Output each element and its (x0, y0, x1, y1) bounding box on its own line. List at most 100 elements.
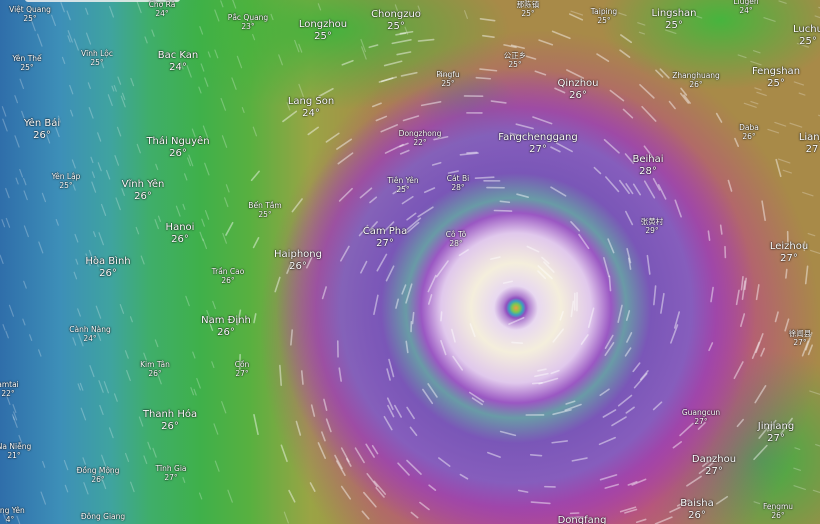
city-label[interactable]: 那陈镇 25° (517, 0, 540, 18)
city-label[interactable]: Đồng Mộng 26° (77, 466, 120, 484)
city-label[interactable]: Hanoi 26° (166, 222, 195, 245)
wind-streak (602, 409, 617, 418)
city-label[interactable]: Yên Thế 25° (12, 54, 42, 72)
wind-streak (82, 457, 86, 465)
city-label[interactable]: Lang Son 24° (288, 96, 334, 119)
city-label[interactable]: Chongzuo 25° (371, 9, 421, 32)
city-label[interactable]: Thái Nguyên 26° (146, 136, 209, 159)
city-temperature: 26° (33, 129, 51, 141)
wind-streak (399, 30, 414, 35)
city-label[interactable]: Kim Tân 26° (140, 360, 170, 378)
city-label[interactable]: Cành Nàng 24° (69, 325, 110, 343)
wind-streak (143, 352, 147, 361)
wind-streak (756, 91, 767, 97)
wind-streak (18, 434, 23, 444)
city-label[interactable]: Fangchenggang 27° (498, 132, 577, 155)
wind-streak (278, 54, 283, 66)
wind-streak (793, 467, 801, 471)
wind-streak (93, 231, 97, 238)
wind-streak (192, 351, 196, 359)
wind-streak (310, 404, 316, 417)
city-temperature: 28° (451, 182, 465, 192)
wind-streak (753, 444, 768, 461)
city-label[interactable]: Chợ Rã 24° (149, 0, 176, 18)
city-temperature: 26° (148, 368, 162, 378)
city-label[interactable]: Fengmu 26° (763, 502, 793, 520)
city-label[interactable]: Fengshan 25° (752, 66, 800, 89)
city-label[interactable]: Baisha 26° (680, 498, 713, 521)
city-label[interactable]: Cát Bi 28° (447, 174, 469, 192)
wind-streak (126, 369, 131, 382)
city-label[interactable]: Thanh Hóa 26° (143, 409, 197, 432)
city-label[interactable]: amtai22° (0, 380, 19, 398)
wind-streak (91, 181, 97, 193)
city-name: Yên Thế (12, 54, 42, 63)
city-label[interactable]: Việt Quang 25° (9, 5, 51, 23)
city-label[interactable]: Yên Bái 26° (24, 118, 60, 141)
city-label[interactable]: Danzhou 27° (692, 454, 736, 477)
city-label[interactable]: Tiên Yên 25° (387, 176, 418, 194)
wind-streak (270, 13, 274, 21)
wind-streak (202, 125, 209, 139)
city-label[interactable]: Yên Lập 25° (52, 172, 81, 190)
city-label[interactable]: Jinjiang 27° (758, 421, 794, 444)
city-label[interactable]: Cô Tô 28° (446, 230, 466, 248)
wind-streak (396, 51, 412, 56)
city-label[interactable]: Qinzhou 26° (557, 78, 598, 101)
city-label[interactable]: Dongzhong 22° (399, 129, 442, 147)
wind-streak (815, 443, 820, 447)
city-label[interactable]: Guangcun 27° (682, 408, 720, 426)
city-label[interactable]: Liugen 24° (733, 0, 758, 15)
wind-streak (715, 495, 729, 505)
wind-streak (199, 231, 204, 242)
city-label[interactable]: Bến Tắm 25° (248, 201, 281, 219)
city-label[interactable]: Leizhou 27° (770, 241, 808, 264)
city-label[interactable]: Longzhou 25° (299, 19, 347, 42)
city-label[interactable]: Lianji27 (799, 132, 820, 155)
city-label[interactable]: Dongfang (558, 515, 607, 524)
wind-streak (140, 255, 145, 265)
wind-streak (482, 34, 495, 38)
city-label[interactable]: Pingfu 25° (436, 70, 459, 88)
city-label[interactable]: Pắc Quang 23° (227, 13, 269, 31)
city-label[interactable]: 公正乡 25° (504, 51, 527, 69)
city-label[interactable]: Cam Pha 27° (363, 226, 408, 249)
wind-streak (63, 459, 69, 471)
city-label[interactable]: 张黄村 29° (641, 217, 664, 235)
wind-streak (632, 362, 641, 373)
wind-streak (567, 516, 584, 519)
wind-streak (628, 257, 632, 270)
city-label[interactable]: Tĩnh Gia 27° (155, 464, 186, 482)
city-label[interactable]: Haiphong 26° (274, 249, 322, 272)
city-label[interactable]: Zhanghuang 26° (672, 71, 720, 89)
city-label[interactable]: Bac Kan 24° (158, 50, 199, 73)
wind-streak (5, 330, 9, 339)
city-label[interactable]: Vĩnh Yên 26° (122, 179, 165, 202)
wind-streak (654, 516, 673, 524)
city-label[interactable]: 徐闻县 27° (789, 329, 812, 347)
city-label[interactable]: Lingshan 25° (651, 8, 696, 31)
city-name: Pắc Quang (227, 13, 269, 22)
wind-streak (624, 153, 635, 164)
wind-streak (97, 132, 102, 142)
city-temperature: 24° (155, 8, 169, 18)
city-label[interactable]: Na Niễng 21° (0, 442, 31, 460)
city-label[interactable]: Hòa Bình 26° (85, 256, 130, 279)
city-label[interactable]: Daba 26° (739, 123, 759, 141)
wind-streak (198, 492, 203, 500)
city-label[interactable]: Cồn 27° (235, 360, 250, 378)
city-label[interactable]: Vĩnh Lộc 25° (81, 49, 113, 67)
city-label[interactable]: Trần Cao 26° (212, 267, 245, 285)
city-label[interactable]: Luchu 25° (793, 24, 820, 47)
city-label[interactable]: Beihai 28° (632, 154, 663, 177)
wind-streak (248, 14, 254, 26)
wind-streak (736, 418, 744, 428)
city-label[interactable]: Đông Giang (81, 512, 125, 522)
wind-streak (241, 107, 245, 114)
city-label[interactable]: Nam Định 26° (201, 315, 251, 338)
city-label[interactable]: Taiping 25° (591, 7, 617, 25)
city-temperature: 27° (529, 143, 547, 155)
wind-streak (14, 135, 20, 148)
